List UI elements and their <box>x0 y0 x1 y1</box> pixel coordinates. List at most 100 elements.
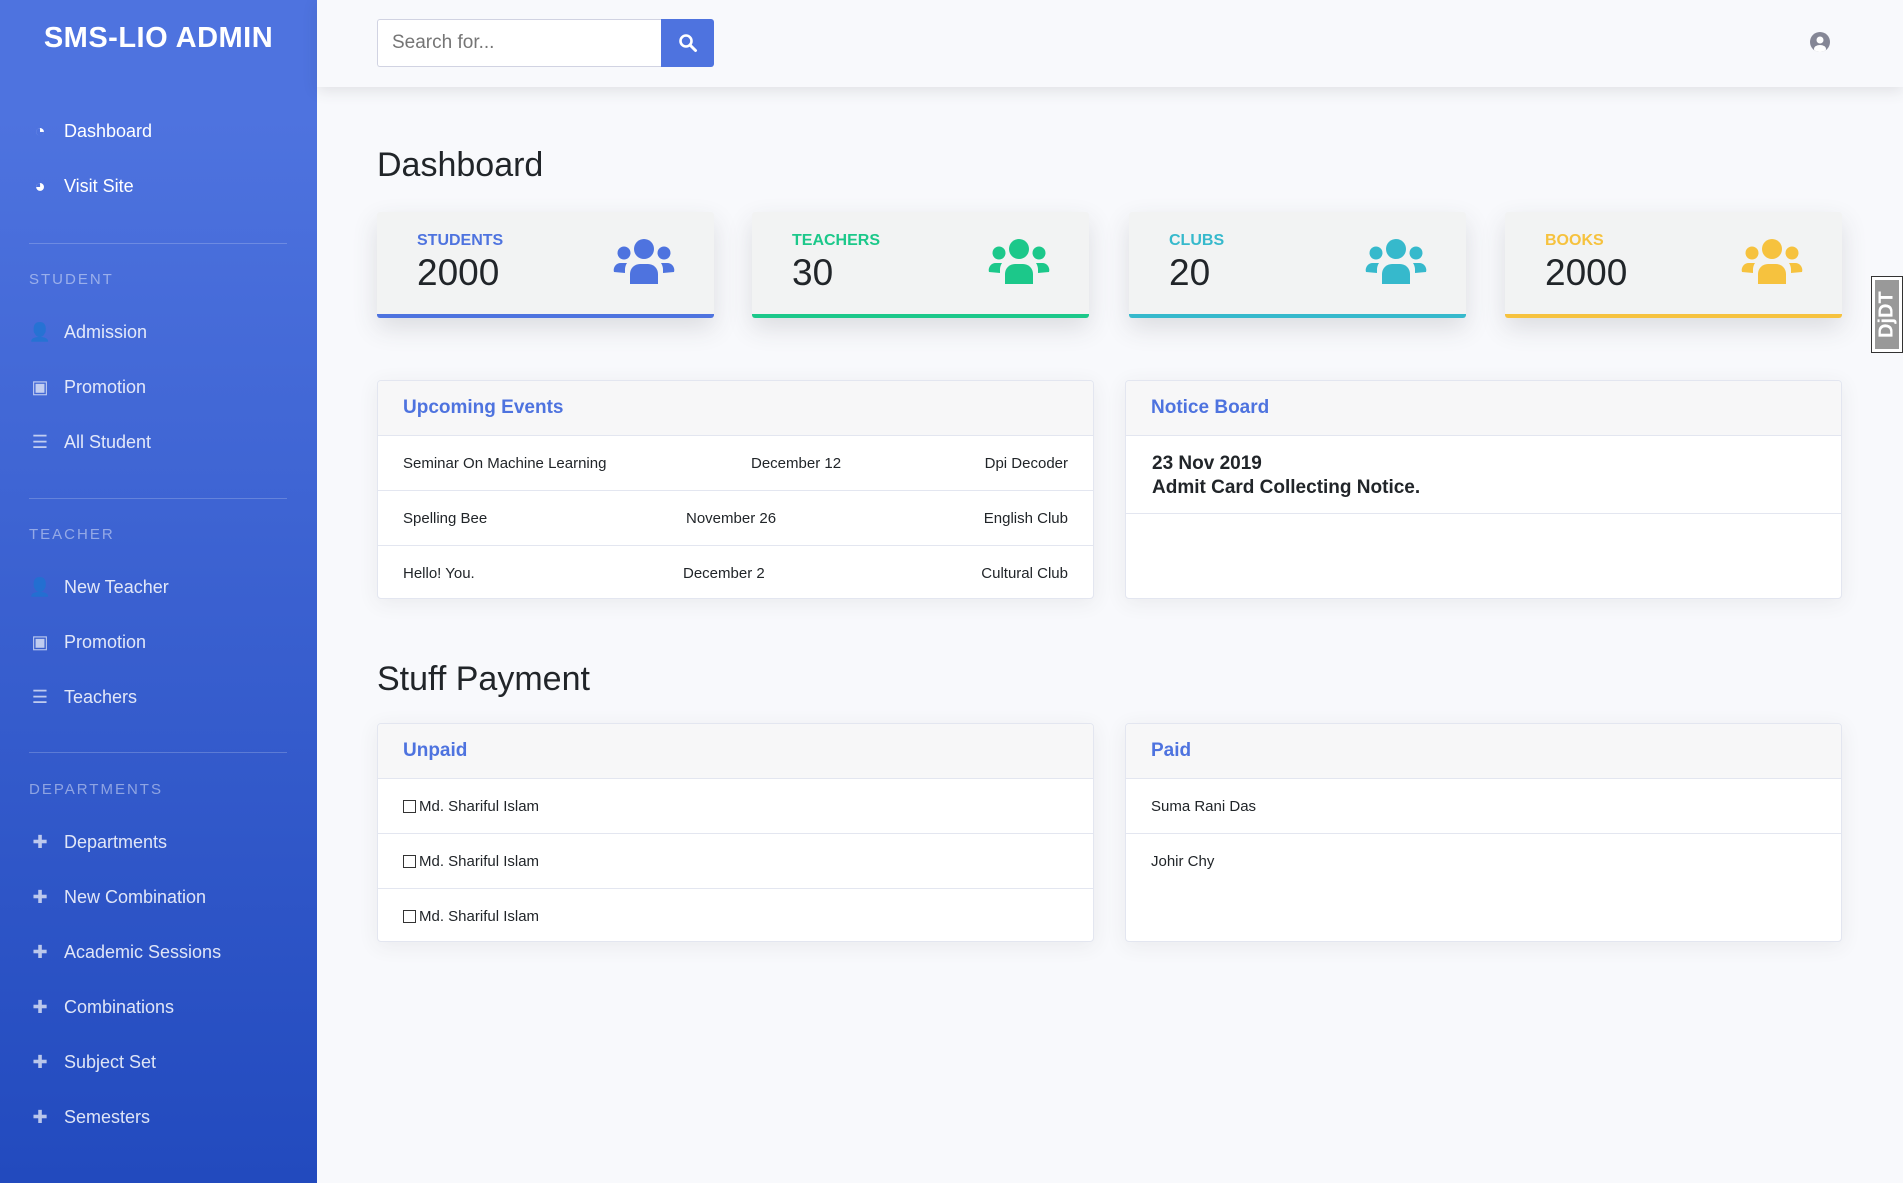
sidebar-item-label: Teachers <box>64 687 138 707</box>
divider <box>29 498 287 499</box>
event-name: Seminar On Machine Learning <box>403 454 607 472</box>
plus-icon: ✚ <box>32 942 48 962</box>
plus-icon: ✚ <box>32 887 48 907</box>
section-student: STUDENT <box>29 271 114 288</box>
stat-label: BOOKS <box>1545 232 1604 249</box>
users-icon <box>988 239 1050 284</box>
unpaid-row: Md. Shariful Islam <box>378 889 1093 941</box>
paid-row: Suma Rani Das <box>1126 779 1841 834</box>
card-title: Paid <box>1126 724 1841 779</box>
notice-board-card: Notice Board 23 Nov 2019 Admit Card Coll… <box>1125 380 1842 599</box>
stat-accent-bar <box>1505 314 1842 318</box>
stat-accent-bar <box>752 314 1089 318</box>
sidebar-item-label: Combinations <box>64 997 175 1017</box>
stat-card-students: STUDENTS 2000 <box>377 212 714 318</box>
sidebar-item-teachers[interactable]: ☰ Teachers <box>29 687 137 708</box>
sidebar-item-visit-site[interactable]: ◕ Visit Site <box>29 176 134 197</box>
sidebar-item-label: Departments <box>64 832 168 852</box>
staff-name: Johir Chy <box>1151 853 1215 870</box>
sidebar-item-label: Academic Sessions <box>64 942 222 962</box>
card-title: Notice Board <box>1126 381 1841 436</box>
section-teacher: TEACHER <box>29 526 115 543</box>
sidebar-item-new-teacher[interactable]: 👤 New Teacher <box>29 577 169 598</box>
sidebar-item-label: Promotion <box>64 632 147 652</box>
debug-toolbar-label: DjDT <box>1875 280 1899 349</box>
sidebar-item-academic-sessions[interactable]: ✚ Academic Sessions <box>29 942 221 963</box>
id-badge-icon: ▣ <box>31 632 49 652</box>
divider <box>29 243 287 244</box>
sidebar-item-label: Dashboard <box>64 121 153 141</box>
id-badge-icon: ▣ <box>31 377 49 397</box>
section-departments: DEPARTMENTS <box>29 781 163 798</box>
stat-card-clubs: CLUBS 20 <box>1129 212 1466 318</box>
search-button[interactable] <box>661 19 714 67</box>
event-date: November 26 <box>686 509 777 527</box>
event-name: Hello! You. <box>403 565 475 582</box>
checkbox[interactable] <box>403 854 416 868</box>
topbar <box>317 0 1903 87</box>
sidebar: SMS-LIO ADMIN ◔ Dashboard ◕ Visit Site STU… <box>0 0 317 1183</box>
stat-card-teachers: TEACHERS 30 <box>752 212 1089 318</box>
stat-value: 20 <box>1169 252 1211 293</box>
paid-card: Paid Suma Rani Das Johir Chy <box>1125 723 1842 942</box>
event-organizer: English Club <box>983 509 1068 527</box>
notice-item[interactable]: 23 Nov 2019 Admit Card Collecting Notice… <box>1126 436 1841 514</box>
plus-icon: ✚ <box>32 997 48 1017</box>
stat-value: 2000 <box>417 252 500 293</box>
unpaid-row: Md. Shariful Islam <box>378 834 1093 889</box>
event-organizer: Dpi Decoder <box>984 454 1068 472</box>
list-icon: ☰ <box>31 687 49 707</box>
stat-card-books: BOOKS 2000 <box>1505 212 1842 318</box>
globe-icon: ◕ <box>34 176 46 196</box>
paid-row: Johir Chy <box>1126 834 1841 889</box>
event-date: December 2 <box>683 565 765 582</box>
sidebar-item-admission[interactable]: 👤 Admission <box>29 322 147 343</box>
tachometer-icon: ◔ <box>34 121 46 141</box>
sidebar-item-teacher-promotion[interactable]: ▣ Promotion <box>29 632 146 653</box>
user-avatar-icon[interactable] <box>1810 32 1830 52</box>
card-title: Unpaid <box>378 724 1093 779</box>
search-input[interactable] <box>377 19 661 67</box>
debug-toolbar-handle[interactable]: DjDT <box>1871 276 1903 353</box>
sidebar-item-combinations[interactable]: ✚ Combinations <box>29 997 174 1018</box>
sidebar-item-new-combination[interactable]: ✚ New Combination <box>29 887 206 908</box>
stat-value: 30 <box>792 252 834 293</box>
user-plus-icon: 👤 <box>28 322 52 342</box>
sidebar-item-label: Subject Set <box>64 1052 157 1072</box>
stat-label: TEACHERS <box>792 232 881 249</box>
sidebar-item-all-student[interactable]: ☰ All Student <box>29 432 151 453</box>
sidebar-item-dashboard[interactable]: ◔ Dashboard <box>29 121 153 142</box>
plus-icon: ✚ <box>32 1052 48 1072</box>
list-icon: ☰ <box>31 432 49 452</box>
event-row[interactable]: Seminar On Machine Learning December 12 … <box>378 436 1093 491</box>
checkbox[interactable] <box>403 799 416 813</box>
sidebar-item-student-promotion[interactable]: ▣ Promotion <box>29 377 146 398</box>
sidebar-item-label: Admission <box>64 322 148 342</box>
event-name: Spelling Bee <box>403 509 488 527</box>
unpaid-card: Unpaid Md. Shariful Islam Md. Shariful Is… <box>377 723 1094 942</box>
event-row[interactable]: Spelling Bee November 26 English Club <box>378 491 1093 546</box>
sidebar-item-departments[interactable]: ✚ Departments <box>29 832 167 853</box>
divider <box>29 752 287 753</box>
users-icon <box>1365 239 1427 284</box>
stat-accent-bar <box>1129 314 1466 318</box>
upcoming-events-card: Upcoming Events Seminar On Machine Learn… <box>377 380 1094 599</box>
page-title: Dashboard <box>377 146 544 184</box>
stat-accent-bar <box>377 314 714 318</box>
sidebar-item-label: New Teacher <box>64 577 169 597</box>
event-organizer: Cultural Club <box>981 565 1068 582</box>
plus-icon: ✚ <box>32 1107 48 1127</box>
checkbox[interactable] <box>403 910 416 923</box>
sidebar-item-label: Promotion <box>64 377 147 397</box>
staff-name: Md. Shariful Islam <box>419 908 540 925</box>
stat-label: STUDENTS <box>417 232 504 249</box>
staff-name: Suma Rani Das <box>1151 797 1257 815</box>
sidebar-item-label: All Student <box>64 432 152 452</box>
sidebar-item-label: Semesters <box>64 1107 151 1127</box>
event-row[interactable]: Hello! You. December 2 Cultural Club <box>378 546 1093 598</box>
sidebar-item-subject-set[interactable]: ✚ Subject Set <box>29 1052 156 1073</box>
user-icon: 👤 <box>28 577 52 597</box>
sidebar-item-semesters[interactable]: ✚ Semesters <box>29 1107 150 1128</box>
brand-logo[interactable]: SMS-LIO ADMIN <box>43 22 274 54</box>
notice-text: Admit Card Collecting Notice. <box>1152 477 1421 498</box>
